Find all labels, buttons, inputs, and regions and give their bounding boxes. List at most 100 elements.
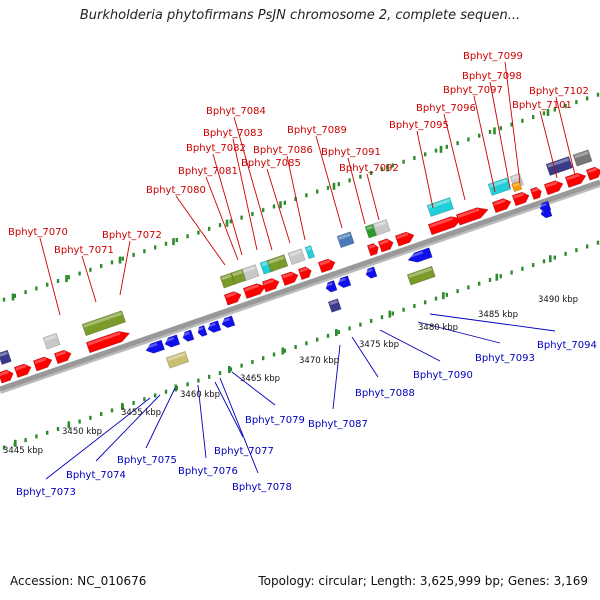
forward-tick: [370, 170, 373, 175]
forward-tick: [294, 197, 297, 202]
forward-gene-arrow: [32, 356, 53, 372]
forward-leader-line: [366, 173, 380, 221]
reverse-gene-label: Bphyt_7093: [475, 353, 535, 364]
forward-gene-arrow: [0, 369, 14, 384]
reverse-gene-arrow-shape: [221, 315, 236, 329]
forward-gene-arrow: [585, 166, 600, 181]
reverse-leader-line: [379, 329, 441, 362]
forward-gene-arrow-shape: [85, 331, 131, 354]
forward-gene-box-shape: [372, 219, 391, 236]
forward-gene-label: Bphyt_7081: [178, 166, 238, 177]
backbone-line: [0, 179, 600, 392]
forward-gene-arrow-highlight: [34, 357, 47, 364]
reverse-gene-arrow-shape: [325, 280, 338, 293]
reverse-gene-arrow: [407, 247, 433, 263]
forward-tick: [13, 293, 16, 298]
reverse-major-tick: [442, 292, 445, 300]
forward-gene-box-shape: [81, 310, 127, 337]
kbp-label: 3480 kbp: [418, 323, 458, 333]
reverse-gene-arrow: [365, 266, 378, 279]
reverse-major-tick: [549, 255, 552, 263]
reverse-leader-line: [145, 387, 176, 449]
reverse-gene-arrow-highlight: [145, 342, 158, 349]
reverse-gene-arrow-shape: [182, 329, 195, 342]
reverse-leader-line: [429, 313, 556, 332]
forward-tick: [445, 144, 448, 149]
forward-gene-arrow: [223, 291, 242, 306]
forward-gene-box-highlight: [243, 265, 256, 273]
forward-gene-arrow-shape: [455, 207, 489, 226]
forward-gene-label: Bphyt_7083: [203, 128, 263, 139]
forward-gene-arrow-shape: [53, 349, 72, 365]
forward-leader-line: [212, 153, 243, 256]
forward-gene-label: Bphyt_7084: [206, 106, 266, 117]
forward-tick: [132, 252, 135, 257]
reverse-gene-arrow: [197, 324, 208, 337]
reverse-major-tick: [14, 439, 17, 447]
reverse-tick: [218, 371, 222, 376]
reverse-major-tick: [67, 421, 71, 429]
forward-gene-arrow-shape: [317, 258, 336, 274]
forward-leader-line: [443, 113, 466, 201]
reverse-gene-label: Bphyt_7094: [537, 340, 597, 351]
reverse-tick: [283, 348, 286, 353]
forward-major-tick: [65, 275, 68, 283]
reverse-major-tick: [121, 402, 124, 410]
forward-tick: [413, 156, 416, 161]
forward-gene-box-highlight: [428, 198, 451, 209]
forward-major-tick: [439, 145, 443, 153]
reverse-gene-label: Bphyt_7088: [355, 388, 415, 399]
forward-tick: [434, 148, 438, 153]
reverse-leader-line: [417, 321, 501, 344]
reverse-gene-arrow-highlight: [337, 277, 346, 283]
kbp-labels: 3445 kbp 3450 kbp 3455 kbp 3460 kbp 3465 kbp…: [3, 295, 578, 456]
forward-gene-arrow-highlight: [319, 259, 331, 266]
forward-tick: [553, 107, 556, 112]
forward-gene-box: [42, 332, 61, 350]
forward-leader-line: [266, 168, 291, 244]
reverse-tick: [488, 277, 492, 282]
reverse-tick: [272, 352, 276, 357]
forward-leader-line: [119, 240, 131, 296]
forward-tick: [283, 200, 286, 205]
accession-label: Accession: NC_010676: [10, 574, 147, 588]
kbp-label: 3485 kbp: [478, 310, 518, 320]
forward-gene-arrow-shape: [511, 191, 530, 207]
reverse-tick: [46, 430, 49, 435]
forward-tick: [326, 185, 330, 190]
forward-tick: [402, 159, 405, 164]
reverse-tick: [197, 378, 200, 383]
forward-gene-arrow-highlight: [396, 232, 409, 240]
forward-major-tick: [279, 201, 282, 209]
forward-tick: [305, 193, 308, 198]
forward-gene-label: Bphyt_7101: [512, 100, 572, 111]
forward-gene-arrow-highlight: [566, 173, 580, 181]
forward-gene-box-shape: [336, 231, 355, 249]
reverse-tick: [348, 326, 351, 331]
reverse-gene-arrow-shape: [197, 324, 208, 337]
forward-tick: [424, 152, 427, 157]
reverse-leader-line: [332, 344, 341, 410]
reverse-tick: [164, 389, 168, 394]
forward-gene-box-shape: [364, 223, 377, 239]
forward-tick: [46, 282, 49, 287]
reverse-tick: [575, 248, 578, 253]
reverse-gene-label: Bphyt_7076: [178, 466, 238, 477]
reverse-tick: [596, 240, 600, 245]
reverse-gene-arrow-highlight: [221, 317, 230, 323]
reverse-tick: [262, 356, 265, 361]
reverse-tick: [229, 367, 232, 372]
reverse-leader-line: [45, 397, 151, 480]
forward-gene-box-highlight: [574, 151, 589, 159]
forward-leader-line: [232, 138, 258, 251]
forward-gene-arrow: [242, 283, 267, 300]
forward-gene-arrow-highlight: [87, 331, 121, 346]
reverse-major-tick: [228, 365, 231, 373]
reverse-tick: [413, 304, 416, 309]
reverse-gene-arrow-shape: [207, 320, 222, 333]
reverse-tick: [305, 341, 308, 346]
forward-tick: [89, 267, 92, 272]
forward-major-tick: [332, 182, 336, 190]
reverse-gene-arrow: [221, 315, 236, 329]
reverse-gene-arrow-highlight: [539, 202, 547, 208]
